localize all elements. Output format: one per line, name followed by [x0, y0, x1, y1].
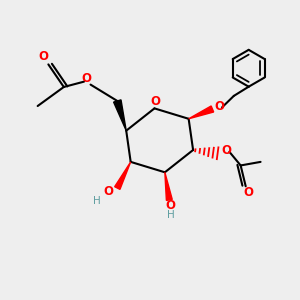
Polygon shape	[114, 100, 126, 131]
Text: O: O	[81, 72, 91, 85]
Text: O: O	[244, 186, 254, 199]
Text: H: H	[93, 196, 101, 206]
Polygon shape	[189, 106, 214, 119]
Text: O: O	[103, 185, 113, 198]
Polygon shape	[165, 172, 172, 200]
Polygon shape	[115, 162, 131, 189]
Text: O: O	[38, 50, 48, 63]
Text: O: O	[166, 200, 176, 212]
Text: O: O	[150, 95, 160, 108]
Text: O: O	[221, 143, 231, 157]
Text: H: H	[167, 210, 175, 220]
Text: O: O	[214, 100, 224, 113]
